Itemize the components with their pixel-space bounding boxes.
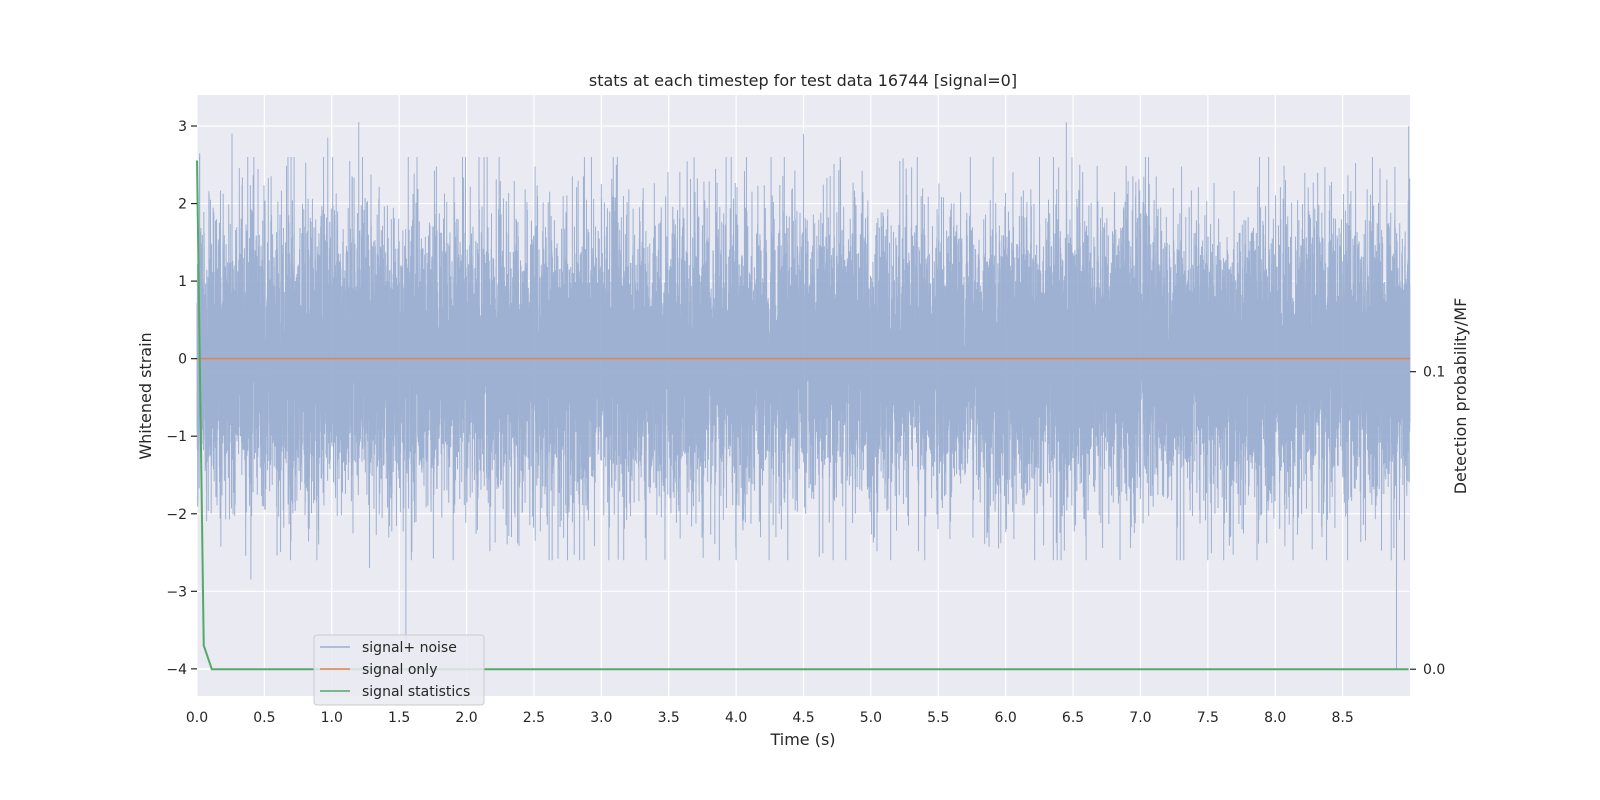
- x-tick-label: 5.5: [927, 710, 949, 726]
- y-tick-label: 2: [178, 197, 187, 213]
- x-tick-label: 5.0: [860, 710, 882, 726]
- x-tick-label: 1.0: [321, 710, 343, 726]
- x-tick-label: 1.5: [388, 710, 410, 726]
- y2-tick-label: 0.1: [1423, 365, 1445, 381]
- legend-box: [313, 634, 485, 706]
- legend: signal+ noise signal only signal statist…: [313, 634, 485, 706]
- y2-axis-ticks: 0.1 0.0: [1410, 365, 1445, 678]
- x-tick-label: 8.5: [1331, 710, 1353, 726]
- y-tick-label: −2: [166, 507, 187, 523]
- signal-noise-line: [196, 122, 1411, 669]
- x-tick-label: 0.0: [186, 710, 208, 726]
- y-tick-label: 3: [178, 119, 187, 135]
- y-tick-label: −3: [166, 584, 187, 600]
- x-tick-label: 7.0: [1129, 710, 1151, 726]
- x-tick-label: 2.5: [523, 710, 545, 726]
- y-tick-label: 0: [178, 352, 187, 368]
- x-tick-label: 2.0: [455, 710, 477, 726]
- x-tick-label: 0.5: [253, 710, 275, 726]
- chart-title: stats at each timestep for test data 167…: [589, 71, 1017, 90]
- series-signal-statistics: [196, 160, 1409, 671]
- x-tick-label: 3.0: [590, 710, 612, 726]
- x-tick-label: 6.0: [995, 710, 1017, 726]
- x-tick-label: 4.5: [792, 710, 814, 726]
- y-axis-label: Whitened strain: [136, 332, 155, 459]
- x-tick-label: 7.5: [1197, 710, 1219, 726]
- legend-label-signal-noise: signal+ noise: [362, 640, 457, 656]
- x-tick-label: 4.0: [725, 710, 747, 726]
- y-tick-label: 1: [178, 274, 187, 290]
- legend-label-signal-statistics: signal statistics: [362, 684, 470, 700]
- legend-label-signal-only: signal only: [362, 662, 437, 678]
- x-axis-label: Time (s): [769, 730, 835, 749]
- y2-axis-label: Detection probability/MF: [1451, 298, 1470, 495]
- y2-tick-label: 0.0: [1423, 662, 1445, 678]
- x-axis-ticks: 0.0 0.5 1.0 1.5 2.0 2.5 3.0 3.5 4.0 4.5 5.0 5.5 6.0 6…: [186, 710, 1354, 726]
- x-tick-label: 8.0: [1264, 710, 1286, 726]
- signal-statistics-line: [196, 160, 1409, 671]
- series-signal-noise: [196, 122, 1411, 669]
- x-tick-label: 3.5: [658, 710, 680, 726]
- x-tick-label: 6.5: [1062, 710, 1084, 726]
- y-tick-label: −4: [166, 662, 187, 678]
- y-tick-label: −1: [166, 429, 187, 445]
- y-axis-ticks: 3 2 1 0 −1 −2 −3 −4: [166, 119, 197, 678]
